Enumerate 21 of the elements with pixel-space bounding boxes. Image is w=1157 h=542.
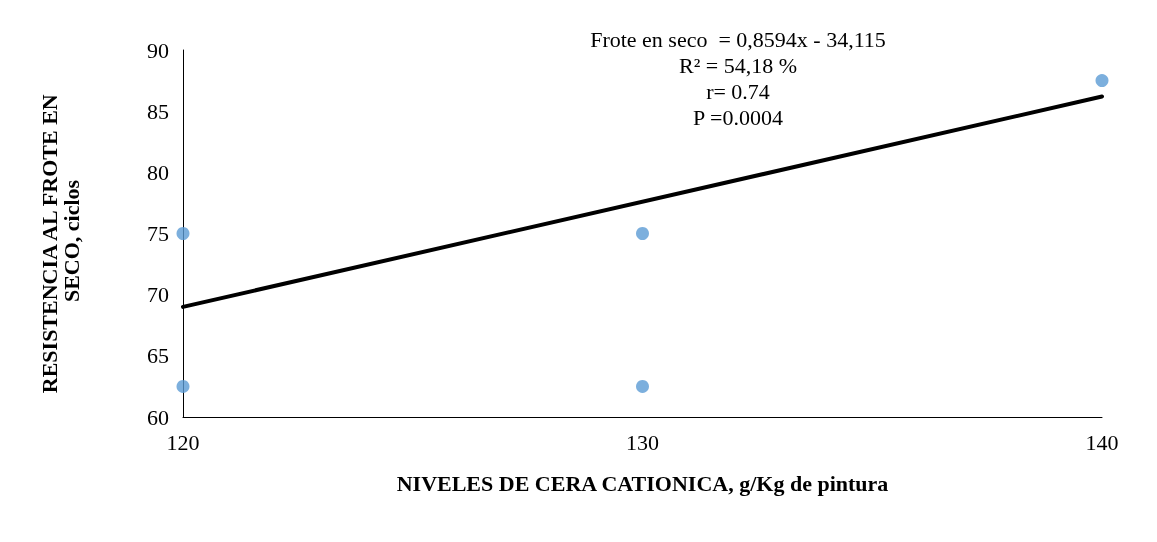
- y-tick-label: 90: [147, 37, 169, 63]
- x-axis-title: NIVELES DE CERA CATIONICA, g/Kg de pintura: [396, 470, 889, 496]
- y-tick-label: 70: [147, 282, 169, 308]
- y-tick-label: 85: [147, 98, 169, 124]
- point: [176, 379, 190, 393]
- y-tick-label: 80: [147, 159, 169, 185]
- point: [636, 379, 649, 393]
- point: [176, 227, 190, 240]
- annotation: r= 0.74: [706, 78, 770, 104]
- y-tick-label: 60: [147, 404, 169, 430]
- y-tick-label: 65: [147, 343, 169, 369]
- x-tick-label: 140: [1085, 429, 1119, 455]
- x-tick-label: 130: [626, 429, 659, 455]
- annotation: Frote en seco = 0,8594x - 34,115: [590, 26, 886, 52]
- annotation: P =0.0004: [693, 104, 783, 130]
- annotation: R² = 54,18 %: [678, 52, 798, 78]
- x-tick-label: 120: [166, 429, 200, 455]
- point: [1095, 74, 1109, 88]
- y-tick-label: 75: [147, 221, 169, 246]
- y-axis-title: RESISTENCIA AL FROTE EN SECO, ciclos: [36, 88, 84, 394]
- point: [636, 227, 649, 240]
